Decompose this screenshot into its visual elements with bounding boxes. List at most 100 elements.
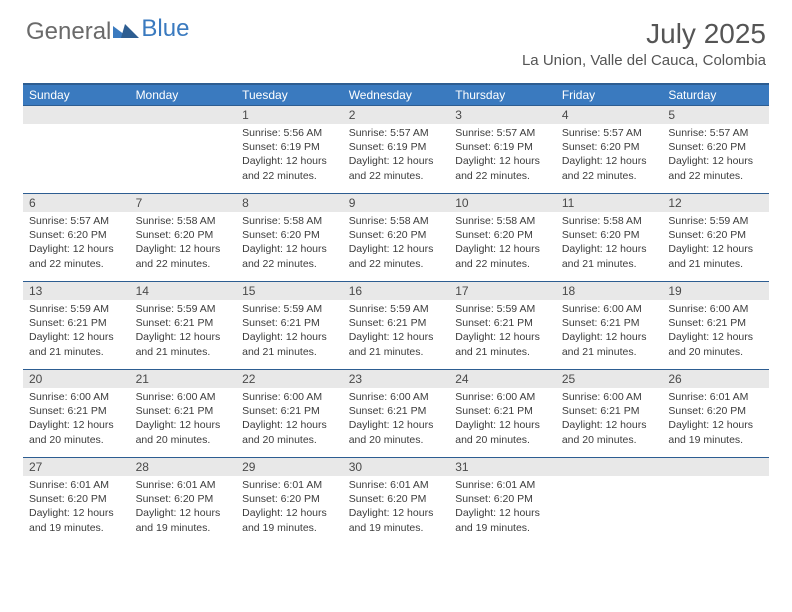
- day-number: 6: [29, 196, 36, 210]
- day-number: 10: [455, 196, 468, 210]
- day-cell-body: Sunrise: 6:00 AMSunset: 6:21 PMDaylight:…: [556, 388, 663, 453]
- day-number: 31: [455, 460, 468, 474]
- day-number-bar: 10: [449, 194, 556, 212]
- sunset-line: Sunset: 6:21 PM: [349, 404, 444, 418]
- calendar-day-cell: 19Sunrise: 6:00 AMSunset: 6:21 PMDayligh…: [662, 282, 769, 370]
- day-number-bar: [556, 458, 663, 476]
- calendar-day-cell: 6Sunrise: 5:57 AMSunset: 6:20 PMDaylight…: [23, 194, 130, 282]
- day-cell-body: Sunrise: 5:57 AMSunset: 6:19 PMDaylight:…: [343, 124, 450, 189]
- day-number-bar: 31: [449, 458, 556, 476]
- sunset-line: Sunset: 6:20 PM: [455, 228, 550, 242]
- day-cell-body: Sunrise: 5:59 AMSunset: 6:21 PMDaylight:…: [449, 300, 556, 365]
- daylight-line: Daylight: 12 hours and 19 minutes.: [349, 506, 444, 534]
- day-cell-body: Sunrise: 6:01 AMSunset: 6:20 PMDaylight:…: [662, 388, 769, 453]
- day-cell-body: Sunrise: 5:57 AMSunset: 6:20 PMDaylight:…: [556, 124, 663, 189]
- sunset-line: Sunset: 6:20 PM: [562, 228, 657, 242]
- title-block: July 2025 La Union, Valle del Cauca, Col…: [522, 18, 766, 69]
- sunrise-line: Sunrise: 5:58 AM: [455, 214, 550, 228]
- daylight-line: Daylight: 12 hours and 21 minutes.: [562, 330, 657, 358]
- day-number: 8: [242, 196, 249, 210]
- calendar-day-cell: 30Sunrise: 6:01 AMSunset: 6:20 PMDayligh…: [343, 458, 450, 546]
- day-cell-body: Sunrise: 6:01 AMSunset: 6:20 PMDaylight:…: [23, 476, 130, 541]
- daylight-line: Daylight: 12 hours and 22 minutes.: [242, 242, 337, 270]
- daylight-line: Daylight: 12 hours and 19 minutes.: [455, 506, 550, 534]
- daylight-line: Daylight: 12 hours and 20 minutes.: [562, 418, 657, 446]
- day-cell-body: Sunrise: 5:58 AMSunset: 6:20 PMDaylight:…: [236, 212, 343, 277]
- day-number-bar: 27: [23, 458, 130, 476]
- day-cell-body: Sunrise: 5:59 AMSunset: 6:21 PMDaylight:…: [23, 300, 130, 365]
- sunset-line: Sunset: 6:20 PM: [668, 228, 763, 242]
- sunrise-line: Sunrise: 5:57 AM: [29, 214, 124, 228]
- day-number: 2: [349, 108, 356, 122]
- sunset-line: Sunset: 6:21 PM: [562, 316, 657, 330]
- day-number-bar: [662, 458, 769, 476]
- daylight-line: Daylight: 12 hours and 20 minutes.: [668, 330, 763, 358]
- calendar-day-cell: 11Sunrise: 5:58 AMSunset: 6:20 PMDayligh…: [556, 194, 663, 282]
- daylight-line: Daylight: 12 hours and 21 minutes.: [562, 242, 657, 270]
- day-number: 14: [136, 284, 149, 298]
- sunset-line: Sunset: 6:21 PM: [455, 316, 550, 330]
- day-number-bar: 21: [130, 370, 237, 388]
- sunset-line: Sunset: 6:21 PM: [242, 404, 337, 418]
- day-number: 24: [455, 372, 468, 386]
- calendar-day-cell: 24Sunrise: 6:00 AMSunset: 6:21 PMDayligh…: [449, 370, 556, 458]
- calendar-day-cell: 25 Sunrise: 6:00 AMSunset: 6:21 PMDayligh…: [556, 370, 663, 458]
- sunset-line: Sunset: 6:20 PM: [242, 228, 337, 242]
- sunrise-line: Sunrise: 6:00 AM: [349, 390, 444, 404]
- sunrise-line: Sunrise: 6:00 AM: [242, 390, 337, 404]
- daylight-line: Daylight: 12 hours and 22 minutes.: [136, 242, 231, 270]
- sunrise-line: Sunrise: 6:01 AM: [455, 478, 550, 492]
- daylight-line: Daylight: 12 hours and 21 minutes.: [136, 330, 231, 358]
- day-number: 30: [349, 460, 362, 474]
- sunrise-line: Sunrise: 6:00 AM: [455, 390, 550, 404]
- sunrise-line: Sunrise: 5:59 AM: [349, 302, 444, 316]
- daylight-line: Daylight: 12 hours and 22 minutes.: [455, 242, 550, 270]
- sunset-line: Sunset: 6:20 PM: [29, 228, 124, 242]
- calendar-day-cell: 27Sunrise: 6:01 AMSunset: 6:20 PMDayligh…: [23, 458, 130, 546]
- sunset-line: Sunset: 6:20 PM: [668, 140, 763, 154]
- day-number: 28: [136, 460, 149, 474]
- month-title: July 2025: [522, 18, 766, 50]
- daylight-line: Daylight: 12 hours and 22 minutes.: [349, 242, 444, 270]
- sunset-line: Sunset: 6:20 PM: [136, 492, 231, 506]
- sunset-line: Sunset: 6:21 PM: [136, 404, 231, 418]
- day-number-bar: 3: [449, 106, 556, 124]
- day-number: 25: [562, 372, 575, 386]
- day-cell-body: Sunrise: 5:57 AMSunset: 6:20 PMDaylight:…: [662, 124, 769, 189]
- day-number-bar: 4: [556, 106, 663, 124]
- day-number: 9: [349, 196, 356, 210]
- calendar-day-cell: [662, 458, 769, 546]
- calendar-day-cell: 22Sunrise: 6:00 AMSunset: 6:21 PMDayligh…: [236, 370, 343, 458]
- sunrise-line: Sunrise: 5:57 AM: [349, 126, 444, 140]
- calendar-day-cell: 7Sunrise: 5:58 AMSunset: 6:20 PMDaylight…: [130, 194, 237, 282]
- sunset-line: Sunset: 6:21 PM: [562, 404, 657, 418]
- day-number-bar: 25: [556, 370, 663, 388]
- daylight-line: Daylight: 12 hours and 21 minutes.: [349, 330, 444, 358]
- calendar-day-cell: 5Sunrise: 5:57 AMSunset: 6:20 PMDaylight…: [662, 106, 769, 194]
- calendar-day-cell: 2 Sunrise: 5:57 AMSunset: 6:19 PMDaylight…: [343, 106, 450, 194]
- logo-mark-icon: [113, 21, 139, 44]
- day-number-bar: 8: [236, 194, 343, 212]
- day-cell-body: Sunrise: 5:59 AMSunset: 6:21 PMDaylight:…: [130, 300, 237, 365]
- calendar-day-cell: 1Sunrise: 5:56 AMSunset: 6:19 PMDaylight…: [236, 106, 343, 194]
- calendar-day-cell: 26Sunrise: 6:01 AMSunset: 6:20 PMDayligh…: [662, 370, 769, 458]
- calendar-day-cell: 15Sunrise: 5:59 AMSunset: 6:21 PMDayligh…: [236, 282, 343, 370]
- sunset-line: Sunset: 6:21 PM: [136, 316, 231, 330]
- day-number: 21: [136, 372, 149, 386]
- day-number-bar: 18: [556, 282, 663, 300]
- sunset-line: Sunset: 6:21 PM: [668, 316, 763, 330]
- sunrise-line: Sunrise: 5:59 AM: [455, 302, 550, 316]
- day-number-bar: 17: [449, 282, 556, 300]
- day-number: 1: [242, 108, 249, 122]
- day-number: 15: [242, 284, 255, 298]
- calendar-table: Sunday Monday Tuesday Wednesday Thursday…: [23, 83, 769, 546]
- day-number-bar: 2: [343, 106, 450, 124]
- daylight-line: Daylight: 12 hours and 20 minutes.: [455, 418, 550, 446]
- logo-text-blue: Blue: [141, 15, 189, 42]
- day-number: 16: [349, 284, 362, 298]
- day-cell-body: Sunrise: 6:01 AMSunset: 6:20 PMDaylight:…: [130, 476, 237, 541]
- sunset-line: Sunset: 6:20 PM: [29, 492, 124, 506]
- day-cell-body: Sunrise: 6:01 AMSunset: 6:20 PMDaylight:…: [236, 476, 343, 541]
- sunset-line: Sunset: 6:20 PM: [668, 404, 763, 418]
- calendar-week-row: 1Sunrise: 5:56 AMSunset: 6:19 PMDaylight…: [23, 106, 769, 194]
